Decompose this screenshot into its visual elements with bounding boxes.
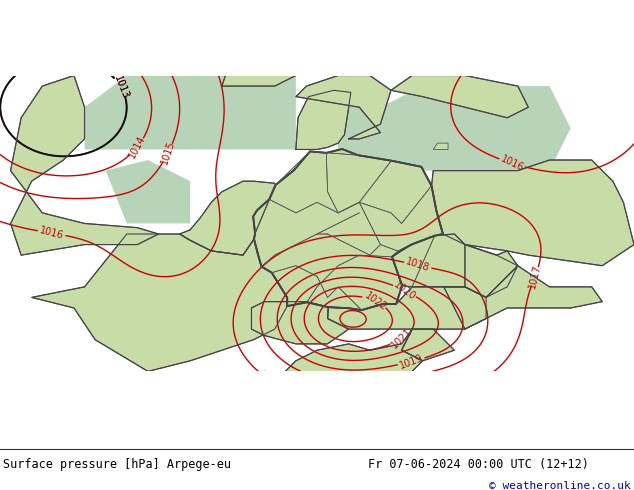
Polygon shape [391, 75, 528, 118]
Polygon shape [0, 33, 63, 75]
Polygon shape [338, 86, 571, 171]
Text: 1014: 1014 [127, 134, 148, 160]
Text: 1019: 1019 [398, 352, 425, 370]
Polygon shape [106, 160, 190, 223]
Text: 1022: 1022 [362, 290, 388, 313]
Text: Fr 07-06-2024 00:00 UTC (12+12): Fr 07-06-2024 00:00 UTC (12+12) [368, 458, 588, 470]
Text: © weatheronline.co.uk: © weatheronline.co.uk [489, 481, 631, 490]
Polygon shape [264, 329, 423, 382]
Polygon shape [432, 160, 634, 266]
Polygon shape [328, 287, 486, 329]
Polygon shape [11, 75, 158, 255]
Text: 1020: 1020 [392, 279, 418, 302]
Polygon shape [392, 234, 518, 297]
Text: 1021: 1021 [389, 326, 414, 351]
Polygon shape [296, 75, 391, 139]
Text: 1013: 1013 [112, 74, 130, 100]
Polygon shape [222, 33, 296, 86]
Text: 1016: 1016 [39, 225, 65, 241]
Text: 1015: 1015 [159, 140, 177, 166]
Polygon shape [252, 302, 349, 344]
Polygon shape [32, 234, 287, 371]
Polygon shape [179, 181, 276, 255]
Polygon shape [433, 143, 448, 149]
Polygon shape [465, 245, 518, 297]
Polygon shape [338, 107, 380, 149]
Text: 1016: 1016 [499, 153, 525, 173]
Polygon shape [444, 266, 602, 329]
Polygon shape [253, 149, 443, 310]
Text: 1013: 1013 [112, 74, 130, 100]
Text: Surface pressure [hPa] Arpege-eu: Surface pressure [hPa] Arpege-eu [3, 458, 231, 470]
Polygon shape [401, 329, 455, 361]
Polygon shape [296, 90, 351, 149]
Text: 1017: 1017 [527, 263, 543, 290]
Polygon shape [84, 75, 296, 149]
Text: 1018: 1018 [404, 257, 431, 274]
